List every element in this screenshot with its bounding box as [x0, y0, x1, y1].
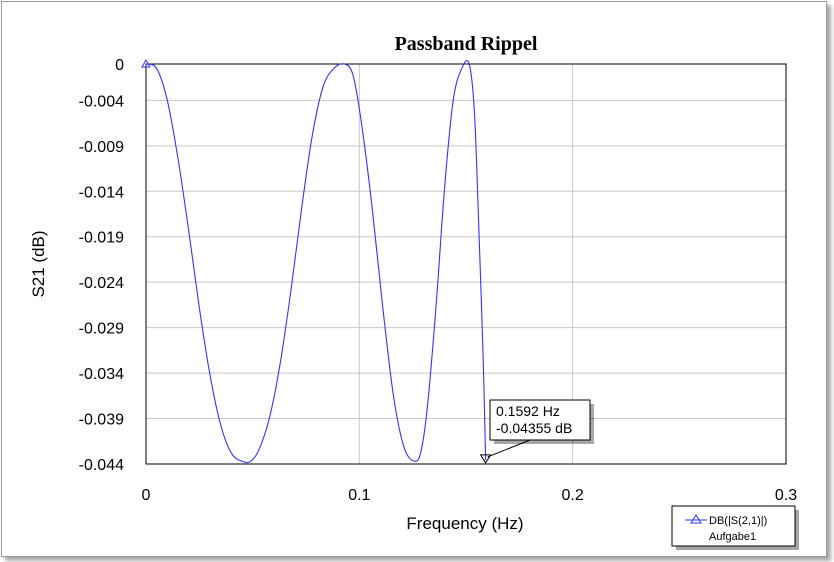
- y-axis-label: S21 (dB): [29, 230, 48, 297]
- marker-readout-box: [489, 399, 591, 441]
- chart-svg: Passband Rippel 0 -0.004 -0.009 -0.014 -0.01…: [29, 33, 799, 550]
- y-axis-ticks: 0 -0.004 -0.009 -0.014 -0.019 -0.024 -0.029 -0.…: [79, 57, 124, 474]
- legend-symbol-triangle-icon: [685, 514, 707, 524]
- marker-readout-y: -0.04355 dB: [496, 420, 572, 436]
- y-tick-label: -0.034: [79, 366, 124, 383]
- series-start-marker: [141, 58, 151, 68]
- chart-window: Passband Rippel 0 -0.004 -0.009 -0.014 -0.01…: [1, 1, 827, 557]
- chart-title: Passband Rippel: [395, 33, 538, 55]
- legend-box: [671, 505, 796, 547]
- x-tick-label: 0.3: [775, 487, 797, 504]
- legend-source: Aufgabe1: [709, 531, 756, 543]
- plot-area: [145, 63, 787, 465]
- y-tick-label: -0.039: [79, 412, 124, 429]
- y-tick-label: -0.004: [79, 93, 124, 110]
- x-axis-ticks: 0 0.1 0.2 0.3: [142, 487, 798, 504]
- series-line-s21: [145, 59, 487, 464]
- x-tick-label: 0.2: [562, 487, 584, 504]
- marker-triangle-icon: [479, 454, 492, 464]
- y-tick-label: -0.044: [79, 457, 124, 474]
- y-tick-label: -0.014: [79, 184, 124, 201]
- x-axis-label: Frequency (Hz): [406, 514, 523, 533]
- y-tick-label: -0.009: [79, 139, 124, 156]
- marker-leader-line: [487, 439, 531, 458]
- y-tick-label: -0.029: [79, 321, 124, 338]
- y-tick-label: -0.019: [79, 230, 124, 247]
- y-tick-label: -0.024: [79, 275, 124, 292]
- grid: [145, 63, 787, 465]
- marker-readout-x: 0.1592 Hz: [496, 403, 560, 419]
- legend-entry: DB(|S(2,1)|): [709, 515, 767, 527]
- legend[interactable]: DB(|S(2,1)|) Aufgabe1: [671, 505, 799, 550]
- x-tick-label: 0.1: [348, 487, 370, 504]
- marker[interactable]: 0.1592 Hz-0.04355 dB: [141, 58, 594, 464]
- x-tick-label: 0: [142, 487, 151, 504]
- y-tick-label: 0: [115, 57, 124, 74]
